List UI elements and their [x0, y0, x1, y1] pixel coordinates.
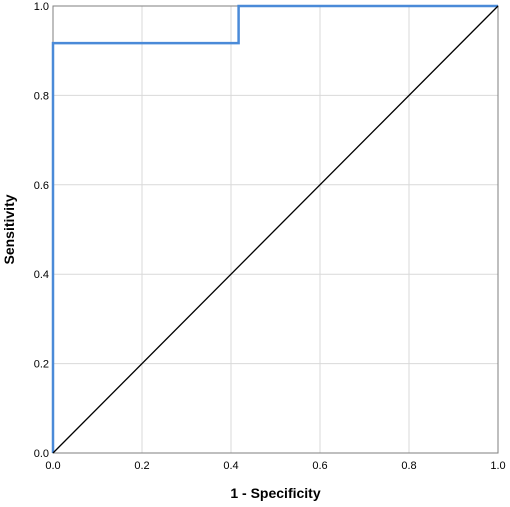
y-tick-label: 0.2 — [34, 359, 49, 371]
y-tick-labels: 0.0 0.2 0.4 0.6 0.8 1.0 — [34, 1, 49, 460]
x-tick-labels: 0.0 0.2 0.4 0.6 0.8 1.0 — [45, 460, 505, 472]
y-axis-title: Sensitivity — [1, 194, 17, 264]
y-tick-label: 0.4 — [34, 269, 49, 281]
x-axis-title: 1 - Specificity — [230, 485, 320, 501]
x-tick-label: 0.0 — [45, 460, 60, 472]
series-layer — [51, 4, 499, 454]
y-tick-label: 0.0 — [34, 448, 49, 460]
x-tick-label: 0.4 — [223, 460, 238, 472]
x-tick-label: 1.0 — [490, 460, 505, 472]
x-tick-label: 0.8 — [401, 460, 416, 472]
y-tick-label: 0.8 — [34, 90, 49, 102]
y-tick-label: 1.0 — [34, 1, 49, 13]
x-tick-label: 0.6 — [312, 460, 327, 472]
roc-curve — [51, 4, 498, 453]
y-tick-label: 0.6 — [34, 180, 49, 192]
reference-line — [52, 5, 499, 454]
x-tick-label: 0.2 — [134, 460, 149, 472]
